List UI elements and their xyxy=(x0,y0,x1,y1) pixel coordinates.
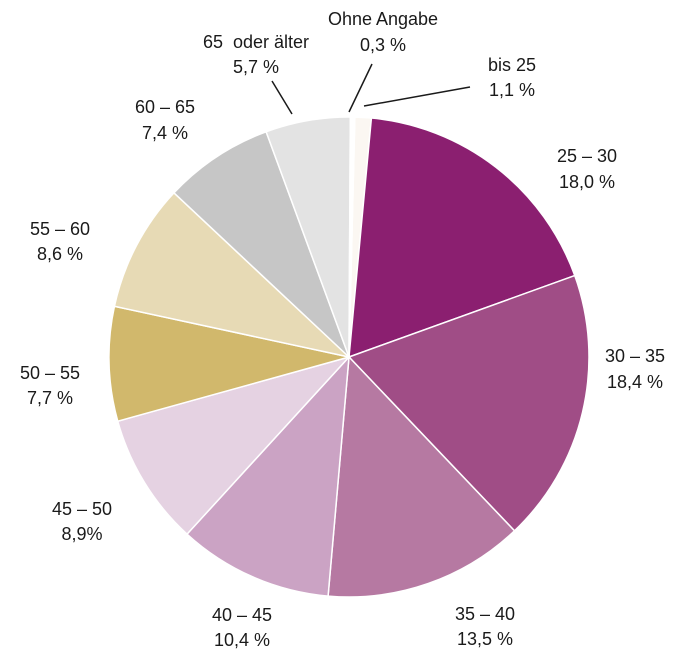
pie-slice-ohne-angabe xyxy=(348,116,356,358)
leader-line-65-oder-aelter xyxy=(271,80,293,115)
label-val-25-30: 18,0 % xyxy=(559,172,615,192)
label-val-65-oder-aelter: 5,7 % xyxy=(233,57,279,77)
label-cat-50-55: 50 – 55 xyxy=(20,363,80,383)
slice-labels: Ohne Angabe 0,3 % 65 oder älter 5,7 % bi… xyxy=(20,9,665,650)
label-val-45-50: 8,9% xyxy=(61,524,102,544)
label-val-40-45: 10,4 % xyxy=(214,630,270,650)
label-cat-bis-25: bis 25 xyxy=(488,55,536,75)
pie-slice-60-65 xyxy=(172,130,350,358)
label-val-ohne-angabe: 0,3 % xyxy=(360,35,406,55)
label-val-55-60: 8,6 % xyxy=(37,244,83,264)
label-cat-ohne-angabe: Ohne Angabe xyxy=(328,9,438,29)
pie-slice-30-35 xyxy=(347,274,590,532)
label-cat-35-40: 35 – 40 xyxy=(455,604,515,624)
leader-line-ohne-angabe xyxy=(348,63,373,113)
label-val-35-40: 13,5 % xyxy=(457,629,513,649)
pie-slice-35-40 xyxy=(327,355,516,598)
label-val-50-55: 7,7 % xyxy=(27,388,73,408)
leader-line-bis-25 xyxy=(363,86,471,107)
pie-slice-45-50 xyxy=(116,355,352,536)
pie-slice-55-60 xyxy=(113,191,352,359)
label-cat-30-35: 30 – 35 xyxy=(605,346,665,366)
pie-slice-50-55 xyxy=(108,305,350,423)
label-cat-40-45: 40 – 45 xyxy=(212,605,272,625)
label-cat-45-50: 45 – 50 xyxy=(52,499,112,519)
label-cat-25-30: 25 – 30 xyxy=(557,146,617,166)
pie-slice-25-30 xyxy=(348,117,576,359)
label-val-30-35: 18,4 % xyxy=(607,372,663,392)
leader-lines xyxy=(271,63,471,115)
label-val-bis-25: 1,1 % xyxy=(489,80,535,100)
pie-slices xyxy=(108,116,590,598)
label-cat-65-oder-aelter: 65 oder älter xyxy=(203,32,309,52)
label-cat-60-65: 60 – 65 xyxy=(135,97,195,117)
label-val-60-65: 7,4 % xyxy=(142,123,188,143)
label-cat-55-60: 55 – 60 xyxy=(30,219,90,239)
pie-slice-40-45 xyxy=(185,354,350,597)
